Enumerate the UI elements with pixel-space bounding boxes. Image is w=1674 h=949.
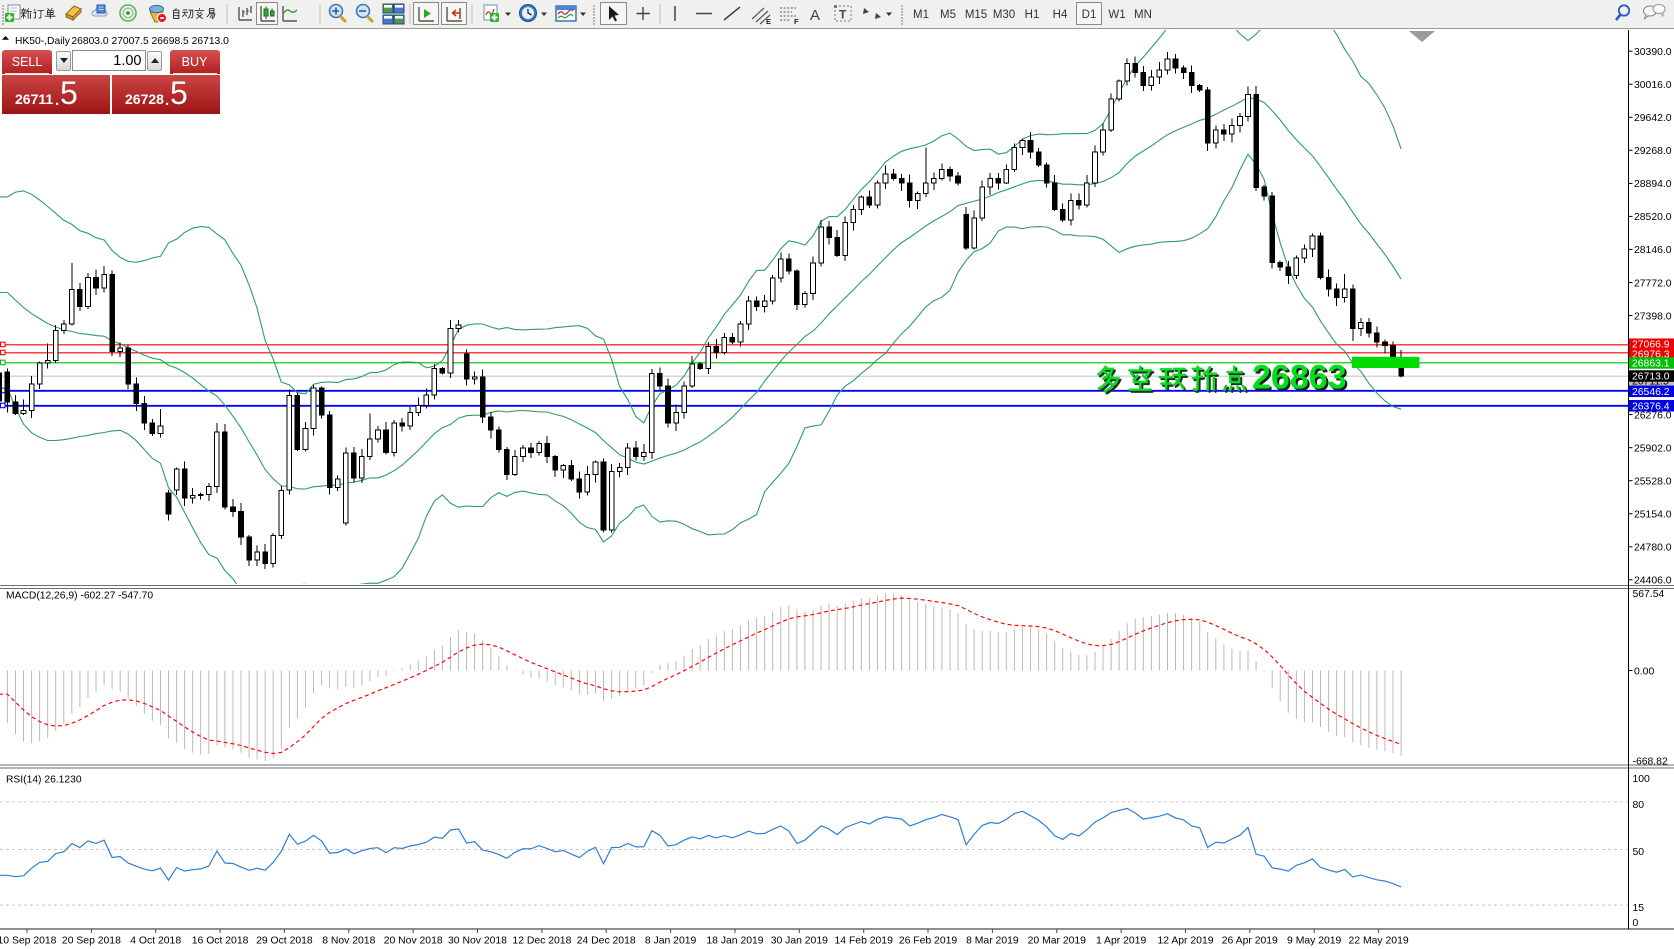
svg-text:28146.0: 28146.0	[1634, 245, 1672, 256]
svg-text:29642.0: 29642.0	[1634, 113, 1672, 124]
svg-text:28894.0: 28894.0	[1634, 179, 1672, 190]
svg-text:1 Apr 2019: 1 Apr 2019	[1096, 936, 1146, 947]
svg-text:T: T	[839, 8, 847, 22]
svg-text:12 Apr 2019: 12 Apr 2019	[1157, 936, 1213, 947]
svg-text:26276.0: 26276.0	[1634, 410, 1672, 421]
svg-text:0: 0	[1633, 918, 1639, 929]
svg-text:29 Oct 2018: 29 Oct 2018	[256, 936, 313, 947]
svg-text:26 Apr 2019: 26 Apr 2019	[1222, 936, 1278, 947]
svg-text:100: 100	[1633, 774, 1651, 785]
svg-text:18 Jan 2019: 18 Jan 2019	[706, 936, 763, 947]
svg-text:29268.0: 29268.0	[1634, 146, 1672, 157]
svg-text:22 May 2019: 22 May 2019	[1349, 936, 1409, 947]
svg-text:27772.0: 27772.0	[1634, 278, 1672, 289]
svg-text:10 Sep 2018: 10 Sep 2018	[0, 936, 57, 947]
svg-text:MACD(12,26,9) -602.27 -547.70: MACD(12,26,9) -602.27 -547.70	[6, 591, 153, 602]
svg-text:26803.0 27007.5 26698.5 26713.: 26803.0 27007.5 26698.5 26713.0	[71, 36, 229, 47]
svg-text:25528.0: 25528.0	[1634, 477, 1672, 488]
svg-text:RSI(14) 26.1230: RSI(14) 26.1230	[6, 775, 82, 786]
svg-text:27398.0: 27398.0	[1634, 311, 1672, 322]
svg-text:26863: 26863	[1252, 359, 1347, 397]
svg-text:14 Feb 2019: 14 Feb 2019	[835, 936, 894, 947]
svg-text:M1: M1	[913, 9, 929, 21]
svg-text:26546.2: 26546.2	[1632, 387, 1670, 398]
svg-text:15: 15	[1633, 903, 1645, 914]
svg-text:12 Dec 2018: 12 Dec 2018	[512, 936, 571, 947]
svg-text:H4: H4	[1053, 9, 1068, 21]
svg-text:50: 50	[1633, 847, 1645, 858]
svg-text:20 Nov 2018: 20 Nov 2018	[384, 936, 443, 947]
svg-text:M30: M30	[993, 9, 1015, 21]
svg-text:W1: W1	[1108, 9, 1125, 21]
svg-text:30 Nov 2018: 30 Nov 2018	[448, 936, 507, 947]
svg-text:24 Dec 2018: 24 Dec 2018	[577, 936, 636, 947]
svg-text:20 Sep 2018: 20 Sep 2018	[62, 936, 121, 947]
svg-text:25902.0: 25902.0	[1634, 444, 1672, 455]
svg-text:26976.3: 26976.3	[1632, 349, 1670, 360]
svg-text:D1: D1	[1082, 9, 1097, 21]
svg-text:26711.5: 26711.5	[1632, 376, 1669, 387]
svg-text:20 Mar 2019: 20 Mar 2019	[1028, 936, 1087, 947]
svg-text:25154.0: 25154.0	[1634, 510, 1672, 521]
svg-text:80: 80	[1633, 800, 1645, 811]
svg-text:H1: H1	[1025, 9, 1040, 21]
svg-text:MN: MN	[1134, 9, 1152, 21]
svg-text:24780.0: 24780.0	[1634, 543, 1672, 554]
svg-text:F: F	[794, 17, 799, 26]
svg-text:A: A	[810, 7, 820, 24]
svg-text:26 Feb 2019: 26 Feb 2019	[899, 936, 958, 947]
svg-text:-668.82: -668.82	[1633, 757, 1668, 768]
svg-text:27066.9: 27066.9	[1632, 340, 1670, 351]
svg-text:28520.0: 28520.0	[1634, 212, 1672, 223]
svg-text:16 Oct 2018: 16 Oct 2018	[192, 936, 249, 947]
svg-text:30390.0: 30390.0	[1634, 47, 1672, 58]
svg-text:E: E	[766, 17, 771, 26]
svg-text:M5: M5	[940, 9, 956, 21]
svg-text:M15: M15	[965, 9, 987, 21]
svg-text:HK50-,Daily: HK50-,Daily	[15, 36, 71, 47]
svg-text:567.54: 567.54	[1633, 589, 1665, 600]
svg-text:8 Jan 2019: 8 Jan 2019	[645, 936, 697, 947]
svg-text:24406.0: 24406.0	[1634, 576, 1672, 587]
svg-text:30016.0: 30016.0	[1634, 80, 1672, 91]
svg-text:26863.1: 26863.1	[1632, 359, 1670, 370]
svg-text:26713.0: 26713.0	[1632, 372, 1670, 383]
svg-text:9 May 2019: 9 May 2019	[1287, 936, 1342, 947]
svg-text:4 Oct 2018: 4 Oct 2018	[130, 936, 181, 947]
svg-text:8 Mar 2019: 8 Mar 2019	[966, 936, 1019, 947]
svg-text:26376.4: 26376.4	[1632, 402, 1670, 413]
svg-text:8 Nov 2018: 8 Nov 2018	[322, 936, 375, 947]
svg-text:30 Jan 2019: 30 Jan 2019	[771, 936, 828, 947]
svg-text:0.00: 0.00	[1634, 666, 1654, 677]
svg-text:26863: 26863	[1254, 361, 1349, 399]
